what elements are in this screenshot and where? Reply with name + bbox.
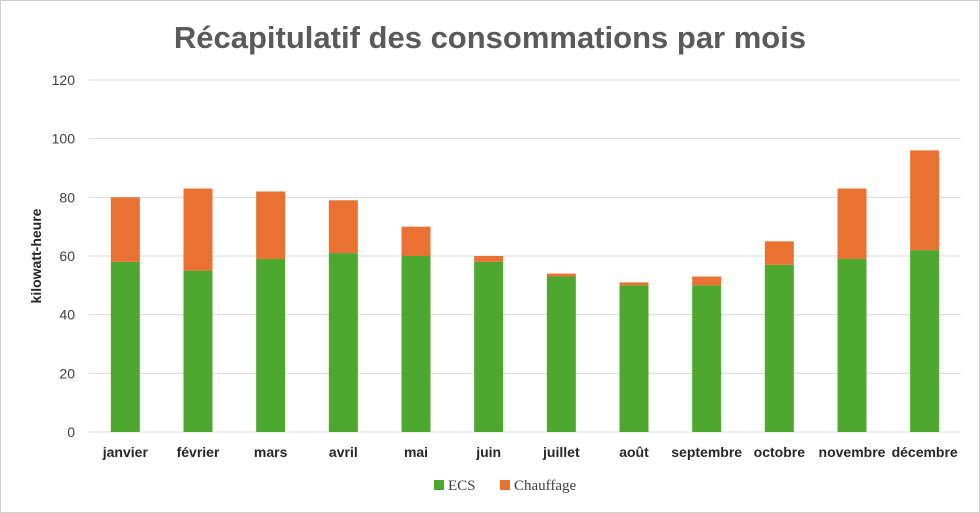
x-tick-label: mai [404, 444, 428, 460]
x-tick-label: février [177, 444, 220, 460]
bar-ecs-février [183, 270, 213, 432]
bar-chauffage-avril [328, 200, 358, 254]
bar-ecs-janvier [110, 261, 140, 432]
bar-chauffage-novembre [837, 188, 867, 259]
bar-ecs-mars [256, 258, 286, 432]
bar-ecs-juin [474, 261, 504, 432]
x-tick-label: mars [254, 444, 288, 460]
x-tick-label: septembre [671, 444, 742, 460]
chart-title: Récapitulatif des consommations par mois [174, 20, 806, 55]
bar-chauffage-décembre [910, 150, 940, 251]
bar-ecs-août [619, 285, 649, 432]
bar-chauffage-février [183, 188, 213, 271]
x-tick-label: octobre [754, 444, 806, 460]
y-tick-label: 80 [59, 189, 75, 205]
bar-chauffage-mars [256, 191, 286, 259]
y-tick-label: 0 [67, 424, 75, 440]
bar-ecs-mai [401, 256, 431, 432]
bar-ecs-novembre [837, 258, 867, 432]
bar-ecs-octobre [764, 264, 794, 432]
bar-ecs-avril [328, 253, 358, 432]
bar-chauffage-juillet [546, 273, 576, 277]
legend-swatch-chauffage [500, 480, 510, 490]
y-tick-label: 100 [52, 131, 76, 147]
legend-swatch-ecs [434, 480, 444, 490]
y-tick-label: 120 [52, 72, 76, 88]
gridlines [89, 79, 961, 433]
bar-chauffage-juin [474, 256, 504, 262]
bar-ecs-décembre [910, 250, 940, 432]
x-tick-label: juillet [542, 444, 580, 460]
y-axis-label: kilowatt-heure [28, 208, 44, 303]
x-axis-ticks: janvier février mars avril mai juin juillet aoû… [102, 444, 958, 460]
x-tick-label: avril [329, 444, 358, 460]
x-tick-label: janvier [102, 444, 149, 460]
legend: ECS Chauffage [434, 478, 577, 494]
bar-chauffage-août [619, 282, 649, 286]
y-tick-label: 60 [59, 248, 75, 264]
bar-chauffage-mai [401, 226, 431, 256]
x-tick-label: décembre [892, 444, 958, 460]
bar-chauffage-janvier [110, 197, 140, 262]
y-tick-label: 20 [59, 365, 75, 381]
x-tick-label: novembre [819, 444, 886, 460]
bar-ecs-juillet [546, 276, 576, 432]
bar-chauffage-octobre [764, 241, 794, 265]
bar-chauffage-septembre [692, 276, 722, 286]
legend-label-ecs: ECS [448, 478, 476, 494]
y-tick-label: 40 [59, 307, 75, 323]
x-tick-label: juin [475, 444, 501, 460]
x-tick-label: août [619, 444, 649, 460]
bars [110, 150, 940, 432]
legend-label-chauffage: Chauffage [514, 478, 577, 494]
bar-ecs-septembre [692, 285, 722, 432]
y-axis-ticks: 0 20 40 60 80 100 120 [52, 72, 76, 440]
